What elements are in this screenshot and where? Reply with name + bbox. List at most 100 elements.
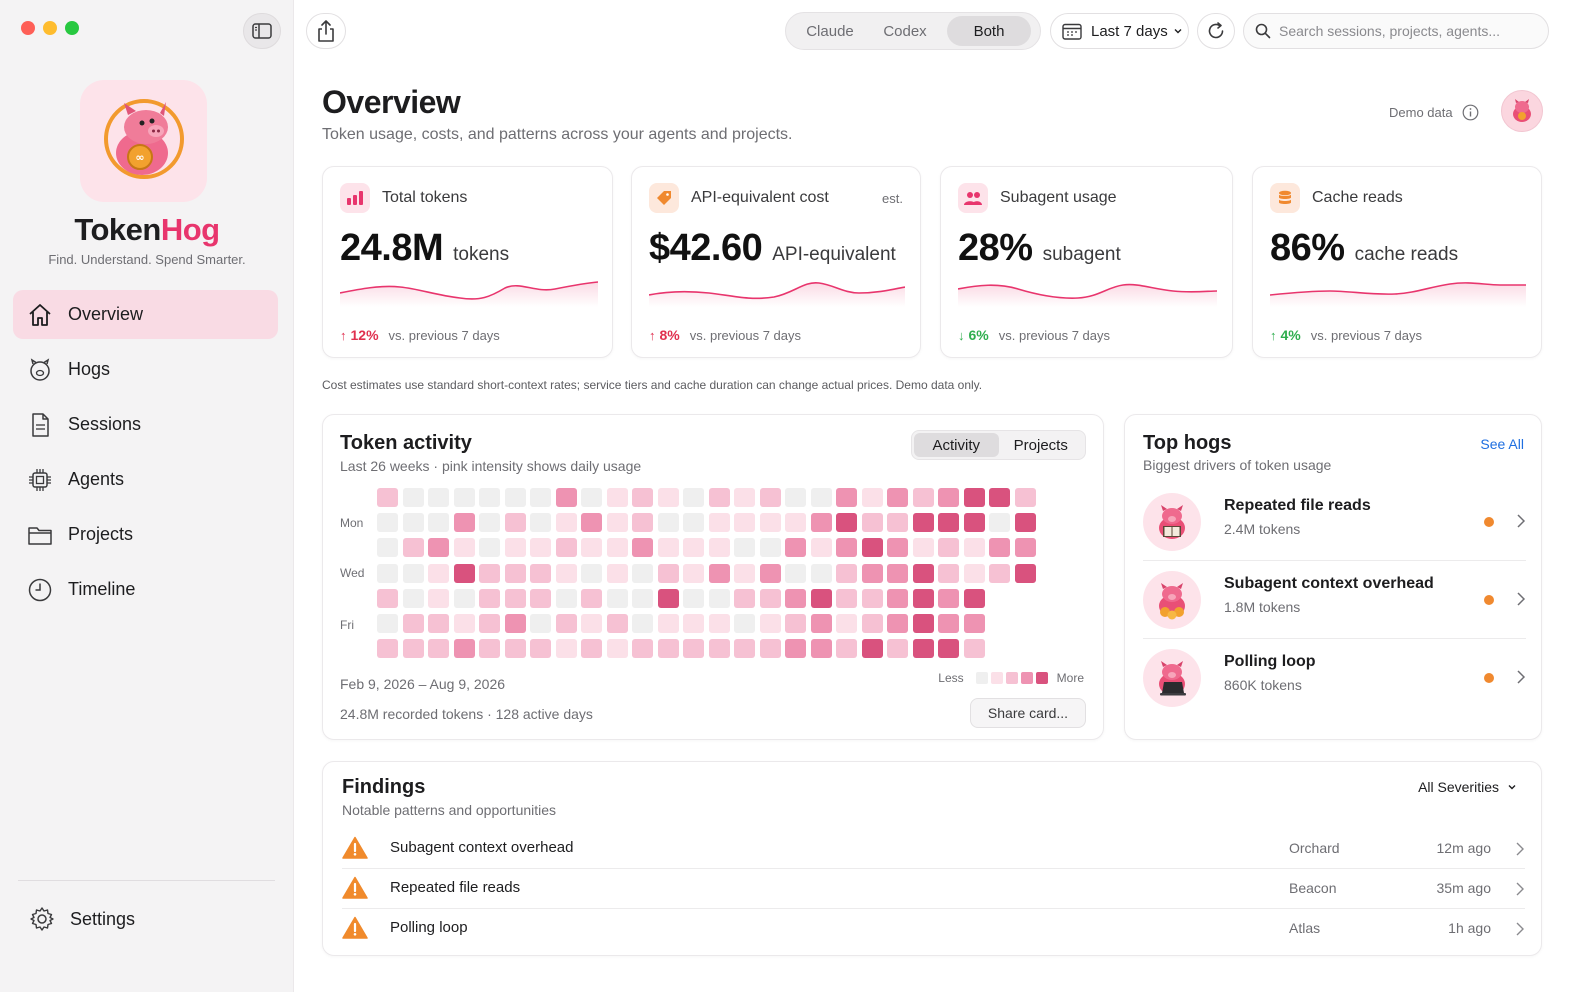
- segment-codex[interactable]: Codex: [883, 22, 927, 40]
- heatmap-cell[interactable]: [555, 513, 577, 533]
- heatmap-cell[interactable]: [759, 639, 781, 659]
- heatmap-cell[interactable]: [632, 614, 653, 633]
- heatmap-cell[interactable]: [402, 588, 424, 608]
- heatmap-cell[interactable]: [887, 563, 908, 583]
- search-input[interactable]: [1279, 23, 1539, 39]
- heatmap-cell[interactable]: [555, 614, 577, 633]
- heatmap-cell[interactable]: [708, 513, 730, 533]
- finding-row[interactable]: Subagent context overhead Orchard 12m ag…: [342, 829, 1525, 869]
- heatmap-cell[interactable]: [708, 488, 730, 507]
- heatmap-cell[interactable]: [734, 639, 755, 659]
- heatmap-cell[interactable]: [555, 563, 577, 583]
- heatmap-cell[interactable]: [504, 538, 526, 558]
- heatmap-cell[interactable]: [912, 488, 934, 507]
- heatmap-cell[interactable]: [453, 513, 475, 533]
- heatmap-cell[interactable]: [887, 513, 908, 533]
- share-card-button[interactable]: Share card...: [970, 698, 1086, 728]
- heatmap-cell[interactable]: [530, 488, 551, 507]
- heatmap-cell[interactable]: [657, 488, 679, 507]
- heatmap-cell[interactable]: [504, 639, 526, 659]
- heatmap-cell[interactable]: [683, 538, 704, 558]
- heatmap-cell[interactable]: [606, 488, 628, 507]
- zoom-window-button[interactable]: [65, 21, 79, 35]
- heatmap-cell[interactable]: [785, 588, 806, 608]
- heatmap-cell[interactable]: [428, 614, 449, 633]
- heatmap-cell[interactable]: [887, 488, 908, 507]
- heatmap-cell[interactable]: [479, 588, 500, 608]
- heatmap-cell[interactable]: [734, 488, 755, 507]
- hog-item[interactable]: Subagent context overhead 1.8M tokens: [1143, 561, 1526, 639]
- heatmap-cell[interactable]: [836, 488, 857, 507]
- heatmap-cell[interactable]: [912, 538, 934, 558]
- heatmap-cell[interactable]: [708, 614, 730, 633]
- heatmap-cell[interactable]: [377, 588, 398, 608]
- heatmap-cell[interactable]: [912, 513, 934, 533]
- heatmap-cell[interactable]: [377, 639, 398, 659]
- heatmap-cell[interactable]: [861, 588, 883, 608]
- heatmap-cell[interactable]: [861, 488, 883, 507]
- heatmap-cell[interactable]: [989, 563, 1010, 583]
- info-icon[interactable]: [1462, 104, 1479, 121]
- see-all-link[interactable]: See All: [1480, 436, 1524, 452]
- heatmap-cell[interactable]: [938, 614, 959, 633]
- heatmap-cell[interactable]: [963, 588, 985, 608]
- heatmap-cell[interactable]: [887, 614, 908, 633]
- stat-card-cache-reads[interactable]: Cache reads 86% cache reads ↑ 4% vs. previo…: [1252, 166, 1542, 358]
- heatmap-cell[interactable]: [530, 513, 551, 533]
- heatmap-cell[interactable]: [1014, 538, 1036, 558]
- finding-row[interactable]: Polling loop Atlas 1h ago: [342, 909, 1525, 949]
- heatmap-cell[interactable]: [606, 538, 628, 558]
- heatmap-cell[interactable]: [989, 513, 1010, 533]
- heatmap-cell[interactable]: [555, 588, 577, 608]
- heatmap-cell[interactable]: [938, 588, 959, 608]
- heatmap-cell[interactable]: [377, 513, 398, 533]
- heatmap-cell[interactable]: [938, 488, 959, 507]
- heatmap-cell[interactable]: [632, 513, 653, 533]
- heatmap-cell[interactable]: [530, 588, 551, 608]
- heatmap-cell[interactable]: [836, 639, 857, 659]
- heatmap-cell[interactable]: [453, 588, 475, 608]
- heatmap-cell[interactable]: [861, 538, 883, 558]
- heatmap-cell[interactable]: [504, 513, 526, 533]
- heatmap-cell[interactable]: [861, 563, 883, 583]
- heatmap-cell[interactable]: [836, 513, 857, 533]
- heatmap-cell[interactable]: [785, 488, 806, 507]
- heatmap-cell[interactable]: [734, 538, 755, 558]
- heatmap-cell[interactable]: [504, 588, 526, 608]
- heatmap-cell[interactable]: [581, 563, 602, 583]
- heatmap-cell[interactable]: [606, 588, 628, 608]
- heatmap-cell[interactable]: [810, 513, 832, 533]
- heatmap-cell[interactable]: [479, 563, 500, 583]
- severity-filter-dropdown[interactable]: All Severities: [1418, 779, 1517, 795]
- heatmap-cell[interactable]: [377, 563, 398, 583]
- heatmap-cell[interactable]: [428, 488, 449, 507]
- heatmap-cell[interactable]: [402, 513, 424, 533]
- heatmap-cell[interactable]: [606, 639, 628, 659]
- heatmap-cell[interactable]: [632, 563, 653, 583]
- heatmap-cell[interactable]: [428, 588, 449, 608]
- heatmap-cell[interactable]: [759, 563, 781, 583]
- tab-activity[interactable]: Activity: [914, 433, 999, 457]
- heatmap-cell[interactable]: [632, 488, 653, 507]
- heatmap-cell[interactable]: [555, 488, 577, 507]
- heatmap-cell[interactable]: [836, 588, 857, 608]
- heatmap-cell[interactable]: [581, 513, 602, 533]
- heatmap-cell[interactable]: [632, 538, 653, 558]
- sidebar-item-sessions[interactable]: Sessions: [13, 400, 278, 449]
- heatmap-cell[interactable]: [1014, 563, 1036, 583]
- heatmap-cell[interactable]: [453, 538, 475, 558]
- heatmap-cell[interactable]: [1014, 513, 1036, 533]
- heatmap-cell[interactable]: [479, 513, 500, 533]
- sidebar-item-settings[interactable]: Settings: [28, 905, 135, 933]
- heatmap-cell[interactable]: [887, 639, 908, 659]
- stat-card-api-cost[interactable]: API-equivalent cost est. $42.60 API-equiv…: [631, 166, 921, 358]
- heatmap-cell[interactable]: [504, 614, 526, 633]
- heatmap-cell[interactable]: [810, 639, 832, 659]
- heatmap-cell[interactable]: [759, 538, 781, 558]
- heatmap-cell[interactable]: [683, 563, 704, 583]
- hog-item[interactable]: Polling loop 860K tokens: [1143, 639, 1526, 717]
- heatmap-cell[interactable]: [734, 614, 755, 633]
- heatmap-cell[interactable]: [657, 538, 679, 558]
- stat-card-subagent-usage[interactable]: Subagent usage 28% subagent ↓ 6% vs. previo…: [940, 166, 1233, 358]
- heatmap-cell[interactable]: [810, 488, 832, 507]
